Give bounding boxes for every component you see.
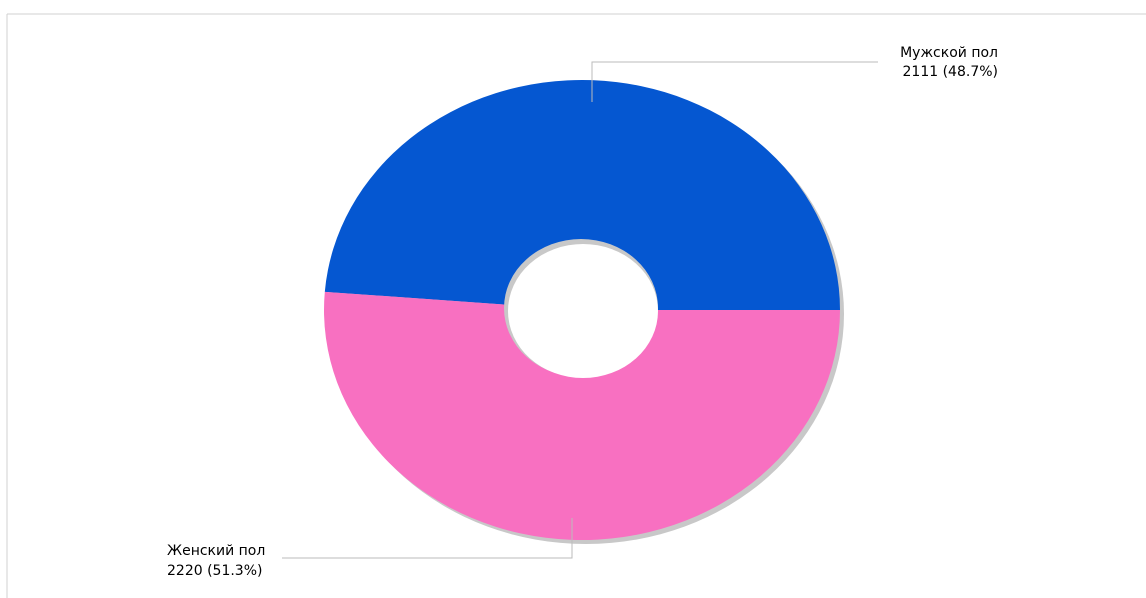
slice-label-male-value: 2111 (48.7%) — [903, 64, 998, 80]
donut-slice-female[interactable] — [324, 291, 840, 540]
slice-label-male: Мужской пол 2111 (48.7%) — [900, 45, 998, 80]
leader-line-male — [591, 61, 878, 102]
slice-label-female-value: 2220 (51.3%) — [167, 563, 262, 579]
donut-hole — [504, 239, 658, 378]
slice-label-female-name: Женский пол — [167, 543, 265, 559]
donut-hole-center — [508, 244, 658, 378]
slice-label-female: Женский пол 2220 (51.3%) — [167, 543, 265, 579]
slice-label-male-name: Мужской пол — [900, 45, 998, 61]
donut-slices — [324, 80, 840, 540]
donut-slice-male[interactable] — [324, 80, 840, 310]
leader-line-female — [282, 518, 573, 559]
